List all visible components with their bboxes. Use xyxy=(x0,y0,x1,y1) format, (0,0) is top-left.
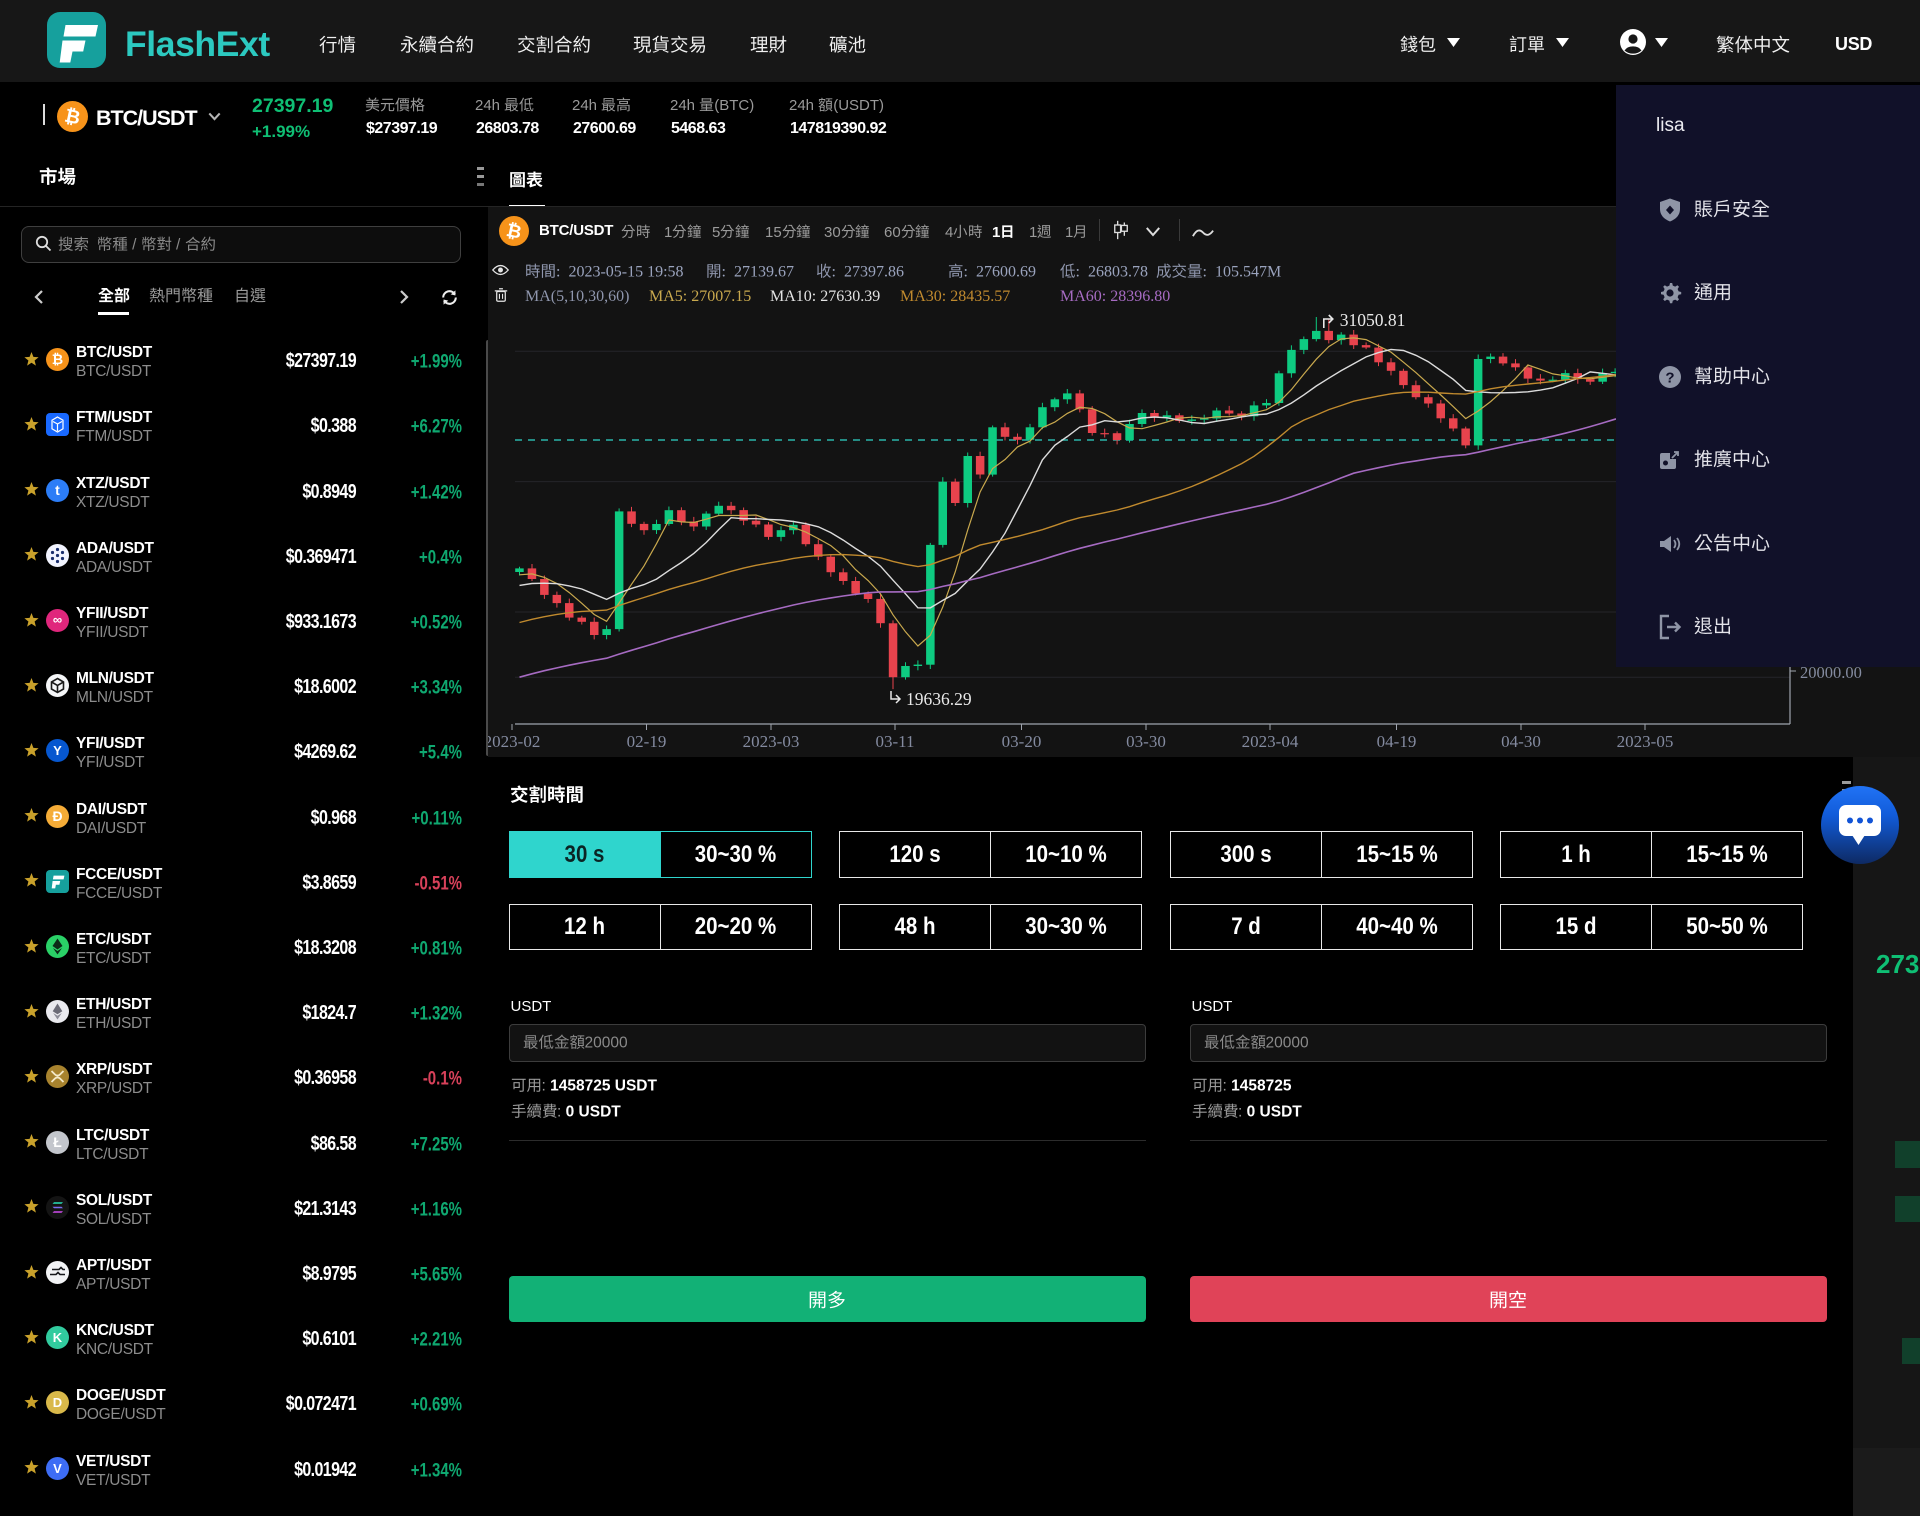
svg-text:04-30: 04-30 xyxy=(1501,732,1541,751)
svg-text:03-30: 03-30 xyxy=(1126,732,1166,751)
svg-text:Y: Y xyxy=(53,743,62,758)
svg-text:∞: ∞ xyxy=(53,612,62,627)
svg-text:D: D xyxy=(53,1395,62,1410)
svg-text:2023-02: 2023-02 xyxy=(488,732,540,751)
svg-text:₿: ₿ xyxy=(63,106,83,130)
svg-text:2023-04: 2023-04 xyxy=(1242,732,1299,751)
svg-text:t: t xyxy=(55,482,60,498)
svg-text:31050.81: 31050.81 xyxy=(1340,310,1406,330)
svg-text:19636.29: 19636.29 xyxy=(906,689,972,709)
svg-text:K: K xyxy=(53,1330,63,1345)
svg-text:03-20: 03-20 xyxy=(1002,732,1042,751)
svg-text:04-19: 04-19 xyxy=(1377,732,1417,751)
svg-text:₿: ₿ xyxy=(52,351,63,367)
svg-text:?: ? xyxy=(1665,370,1674,387)
svg-text:V: V xyxy=(53,1461,62,1476)
svg-text:03-11: 03-11 xyxy=(875,732,914,751)
svg-text:Ð: Ð xyxy=(52,808,62,824)
svg-text:2023-03: 2023-03 xyxy=(743,732,800,751)
svg-text:20000.00: 20000.00 xyxy=(1800,663,1862,682)
svg-text:Ł: Ł xyxy=(53,1134,62,1150)
svg-text:2023-05: 2023-05 xyxy=(1617,732,1674,751)
svg-text:₿: ₿ xyxy=(505,219,524,243)
svg-text:02-19: 02-19 xyxy=(627,732,667,751)
